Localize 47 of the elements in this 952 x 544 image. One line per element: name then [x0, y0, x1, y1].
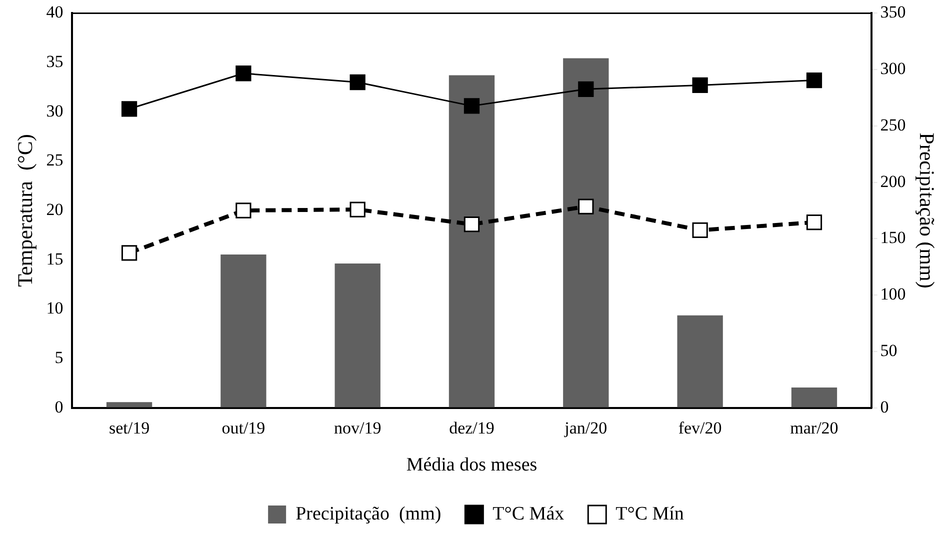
- legend-label: Precipitação (mm): [296, 503, 442, 524]
- x-tick-label: dez/19: [449, 418, 494, 438]
- point: [806, 72, 822, 88]
- y-tick-label: 20: [46, 200, 64, 219]
- y-tick-label: 10: [46, 298, 64, 318]
- y2-tick-label: 200: [880, 172, 906, 191]
- point: [578, 198, 594, 214]
- bar: [106, 402, 152, 408]
- bar: [791, 388, 838, 408]
- y2-tick-label: 350: [880, 2, 906, 22]
- bar: [448, 75, 495, 408]
- x-tick-label: fev/20: [678, 418, 722, 438]
- bar: [220, 254, 266, 408]
- point: [464, 216, 480, 232]
- x-axis-title: Média dos meses: [406, 454, 538, 476]
- y2-tick-label: 0: [880, 397, 889, 416]
- y-tick-label: 0: [54, 397, 64, 416]
- y-tick-label: 40: [46, 2, 64, 22]
- point: [692, 77, 708, 94]
- legend-label: T°C Mín: [616, 503, 684, 524]
- bar: [677, 315, 723, 408]
- y-tick-label: 5: [54, 348, 64, 367]
- y2-tick-label: 250: [880, 115, 906, 134]
- x-tick-label: mar/20: [790, 418, 838, 438]
- x-tick-label: jan/20: [564, 418, 608, 438]
- y-tick-label: 15: [46, 249, 64, 268]
- legend-label: T°C Máx: [492, 503, 565, 524]
- y2-tick-label: 150: [880, 228, 906, 248]
- x-tick-label: nov/19: [334, 418, 382, 438]
- point: [464, 98, 480, 114]
- y2-axis-title: Precipitação (mm): [914, 132, 939, 288]
- y-tick-label: 35: [46, 52, 64, 71]
- bar: [334, 263, 380, 408]
- y2-tick-label: 50: [880, 340, 898, 360]
- x-tick-label: set/19: [108, 418, 150, 438]
- point: [236, 66, 252, 82]
- y2-tick-label: 100: [880, 284, 906, 304]
- bar: [563, 58, 609, 408]
- y2-tick-label: 300: [880, 59, 906, 78]
- y-axis-title: Temperatura (°C): [13, 134, 38, 287]
- point: [692, 222, 708, 238]
- point: [578, 81, 594, 97]
- y-tick-label: 30: [46, 101, 64, 120]
- point: [350, 74, 366, 90]
- point: [121, 101, 138, 117]
- x-tick-label: out/19: [222, 418, 266, 438]
- y-tick-label: 25: [46, 150, 64, 170]
